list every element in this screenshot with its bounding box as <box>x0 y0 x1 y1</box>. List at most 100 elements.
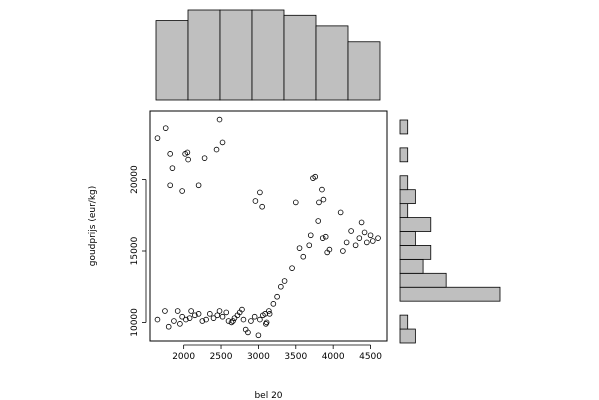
data-point <box>195 311 202 317</box>
data-point <box>369 238 376 244</box>
data-point <box>326 246 333 253</box>
data-point <box>154 316 161 323</box>
data-point <box>216 308 223 314</box>
data-point <box>162 308 168 314</box>
data-point <box>171 318 177 324</box>
histogram-bar <box>399 217 432 232</box>
data-point <box>352 242 359 249</box>
data-point <box>210 315 217 321</box>
data-point <box>167 151 173 157</box>
data-point <box>322 233 329 240</box>
y-tick-label: 10000 <box>130 308 140 337</box>
data-point <box>367 232 374 239</box>
plot-frame <box>149 110 388 342</box>
data-points <box>154 116 381 339</box>
y-tick-label: 15000 <box>130 236 140 265</box>
data-point <box>296 245 303 251</box>
data-point <box>162 125 169 131</box>
data-point <box>348 228 354 234</box>
histogram-bar <box>251 9 285 101</box>
data-point <box>225 318 232 324</box>
data-point <box>177 321 183 327</box>
data-point <box>358 219 365 226</box>
data-point <box>240 316 247 323</box>
histogram-bar <box>399 258 424 274</box>
x-tick-label: 3500 <box>284 352 307 362</box>
data-point <box>266 308 272 314</box>
data-point <box>340 248 346 254</box>
data-point <box>316 199 322 206</box>
y-axis: 10000 15000 20000 <box>130 165 147 337</box>
x-axis-title: bel 20 <box>254 391 282 400</box>
histogram-bar <box>399 203 409 218</box>
histogram-bar <box>155 20 189 101</box>
histogram-bar <box>187 9 221 101</box>
data-point <box>169 165 176 171</box>
data-point <box>165 323 172 330</box>
data-point <box>307 232 314 239</box>
data-point <box>228 319 235 326</box>
data-point <box>167 182 173 189</box>
top-marginal-histogram <box>155 9 381 101</box>
histogram-bar <box>399 245 432 260</box>
data-point <box>154 135 161 141</box>
x-tick-label: 4500 <box>359 352 382 362</box>
histogram-bar <box>399 272 447 288</box>
data-point <box>239 306 245 313</box>
data-point <box>306 242 313 249</box>
data-point <box>174 308 181 314</box>
data-point <box>292 199 299 206</box>
data-point <box>289 265 295 271</box>
data-point <box>230 318 236 324</box>
x-tick-label: 3000 <box>247 352 270 362</box>
histogram-bar <box>315 25 349 101</box>
data-point <box>361 229 368 236</box>
data-point <box>270 301 277 307</box>
data-point <box>192 312 198 319</box>
histogram-bar <box>399 147 409 163</box>
x-tick-label: 4000 <box>322 352 345 362</box>
y-tick-label: 20000 <box>130 165 140 194</box>
histogram-bar <box>399 314 409 330</box>
histogram-bar <box>219 9 253 101</box>
data-point <box>179 313 185 320</box>
data-point <box>274 293 280 300</box>
data-point <box>319 235 326 241</box>
data-point <box>231 315 238 321</box>
data-point <box>223 309 230 316</box>
data-point <box>216 116 223 123</box>
data-point <box>263 319 270 326</box>
data-point <box>185 156 191 163</box>
histogram-bar <box>399 119 409 135</box>
data-point <box>219 313 226 320</box>
data-point <box>188 308 194 314</box>
data-point <box>337 209 344 216</box>
histogram-bar <box>399 286 501 302</box>
histogram-bar <box>399 328 416 344</box>
x-tick-label: 2000 <box>172 352 195 362</box>
data-point <box>281 278 288 284</box>
y-axis-title: goudprijs (eur/kg) <box>88 186 98 267</box>
data-point <box>343 239 350 246</box>
data-point <box>252 198 259 204</box>
data-point <box>248 318 254 324</box>
data-point <box>278 283 284 290</box>
data-point <box>257 189 263 196</box>
data-point <box>201 155 208 161</box>
data-point <box>207 311 213 317</box>
scatter-plot: 2000 2500 3000 3500 4000 4500 10000 15000 20000… <box>88 110 388 400</box>
data-point <box>257 316 263 323</box>
data-point <box>259 203 265 210</box>
histogram-bar <box>347 41 381 101</box>
data-point <box>186 315 193 321</box>
data-point <box>219 139 226 146</box>
histogram-bar <box>399 189 416 205</box>
data-point <box>315 218 322 224</box>
right-marginal-histogram <box>399 119 501 344</box>
histogram-bar <box>399 231 416 246</box>
data-point <box>179 188 185 194</box>
data-point <box>199 318 206 324</box>
x-tick-label: 2500 <box>210 352 233 362</box>
data-point <box>214 312 221 319</box>
